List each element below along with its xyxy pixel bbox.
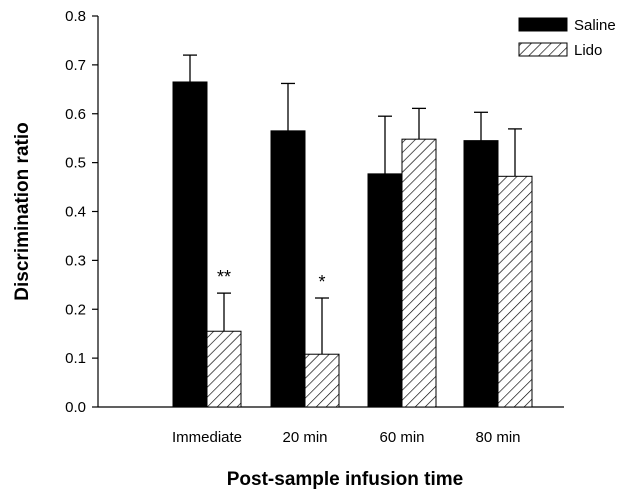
bar-lido-0 bbox=[206, 330, 242, 408]
legend-label-lido: Lido bbox=[574, 42, 602, 59]
bar-saline-1 bbox=[270, 130, 306, 408]
legend-label-saline: Saline bbox=[574, 17, 616, 34]
y-tick-label: 0.7 bbox=[65, 57, 86, 74]
x-tick-label: Immediate bbox=[172, 429, 242, 446]
y-tick-label: 0.8 bbox=[65, 8, 86, 25]
y-tick-label: 0.1 bbox=[65, 350, 86, 367]
bar-saline-3 bbox=[463, 140, 499, 408]
y-tick-label: 0.4 bbox=[65, 204, 86, 221]
x-tick-label: 80 min bbox=[475, 429, 520, 446]
y-axis: 0.0 0.1 0.2 0.3 0.4 0.5 0.6 0.7 0.8 bbox=[65, 8, 99, 416]
y-tick-label: 0.2 bbox=[65, 301, 86, 318]
x-axis-title: Post-sample infusion time bbox=[227, 469, 463, 490]
legend-swatch-lido bbox=[518, 42, 568, 57]
legend: Saline Lido bbox=[518, 17, 616, 59]
y-tick-label: 0.3 bbox=[65, 252, 86, 269]
bar-saline-2 bbox=[367, 173, 403, 408]
x-tick-label: 60 min bbox=[379, 429, 424, 446]
y-tick-label: 0.0 bbox=[65, 399, 86, 416]
significance-annotations: ** * bbox=[217, 267, 326, 292]
y-tick-label: 0.5 bbox=[65, 155, 86, 172]
error-bars bbox=[183, 54, 522, 355]
bar-lido-3 bbox=[497, 175, 533, 408]
legend-swatch-saline bbox=[518, 17, 568, 32]
significance-marker: ** bbox=[217, 267, 231, 287]
x-axis: Immediate 20 min 60 min 80 min bbox=[98, 406, 564, 446]
significance-marker: * bbox=[318, 272, 325, 292]
bar-saline-0 bbox=[172, 81, 208, 408]
bar-lido-1 bbox=[304, 353, 340, 408]
y-tick-label: 0.6 bbox=[65, 106, 86, 123]
y-axis-title: Discrimination ratio bbox=[12, 122, 33, 300]
bars bbox=[172, 81, 533, 408]
bar-lido-2 bbox=[401, 138, 437, 408]
x-tick-label: 20 min bbox=[282, 429, 327, 446]
